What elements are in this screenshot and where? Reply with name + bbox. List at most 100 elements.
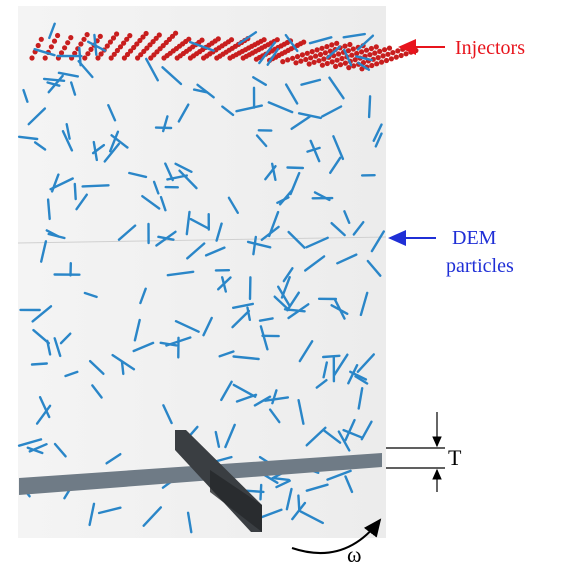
injector-sphere [327,48,333,54]
dem-particle [246,306,252,321]
dem-particle [280,276,291,299]
dem-particle [46,81,61,87]
dem-particle [263,396,290,402]
dem-particle [330,221,346,237]
dem-particle [189,217,209,230]
dem-particle [343,210,351,225]
dem-particle [322,354,341,359]
dem-particle [289,171,301,196]
injector-sphere [104,43,110,49]
dem-particle [360,420,373,441]
dem-particle [111,353,136,371]
dem-particle [366,259,382,277]
injector-sphere [85,51,91,57]
dem-particle [27,107,47,126]
dem-particle [258,317,274,322]
injector-sphere [285,57,291,63]
dem-particle [290,115,311,131]
dem-particle [344,418,356,442]
dem-particle [268,408,281,424]
injector-sphere [308,55,314,61]
injector-sphere [51,38,58,44]
injector-sphere [141,48,147,55]
thickness-dimension [386,412,445,492]
injector-sphere [337,62,344,68]
injector-sphere [156,32,162,38]
dem-particle [88,502,96,527]
dem-particle [88,359,105,375]
dem-particle [328,76,345,100]
dem-particle [255,134,268,148]
injector-sphere [199,37,205,43]
injector-sphere [319,45,325,51]
dem-particle [285,487,293,511]
injector-sphere [395,48,401,54]
injector-sphere [138,52,144,58]
injector-sphere [390,50,396,56]
dem-particle [300,78,322,86]
dem-particle [59,332,72,345]
injector-sphere [324,60,330,67]
dem-particle [133,318,141,342]
dem-particle [266,48,280,66]
dem-particle [120,360,125,376]
dem-particle [326,45,341,59]
dem-particle [48,22,56,40]
dem-particle [75,193,89,211]
injector-sphere [137,37,143,44]
injector-sphere [398,52,404,59]
dem-particle [284,83,299,105]
dem-particle [164,162,174,182]
dem-particle [275,479,291,489]
injector-sphere [48,44,55,50]
injector-sphere [55,32,61,39]
injector-sphere [382,47,388,53]
dem-particle [30,362,48,366]
dem-label-line1: DEM [452,227,497,249]
injector-sphere [321,56,327,62]
injector-sphere [313,53,319,59]
dem-particle [215,222,223,242]
injector-sphere [150,39,156,45]
injector-sphere [413,47,419,54]
dem-particle [232,355,260,361]
injector-sphere [368,45,374,52]
dem-particle [357,387,364,410]
injector-sphere [128,48,134,54]
injector-sphere [62,45,68,51]
injector-sphere [359,49,365,55]
dem-particle [142,506,163,527]
dem-particle [53,442,67,458]
injector-sphere [38,36,44,42]
dem-particle [65,122,71,140]
injector-sphere [349,52,355,58]
dem-particle [283,308,306,313]
injector-sphere [97,33,103,40]
dem-particle [161,66,183,86]
dem-label-line2: particles [446,255,514,277]
injector-sphere [339,55,345,62]
dem-particle [304,255,326,272]
injector-sphere [173,30,179,36]
dem-particle [117,224,137,241]
dem-particle [299,510,324,525]
injector-sphere [95,55,101,61]
dem-particle [33,141,47,151]
dem-particle [107,103,117,122]
injector-sphere [334,57,340,63]
dem-particle [218,350,235,358]
dem-particle [263,473,279,484]
injector-sphere [393,54,399,60]
injector-sphere [350,46,356,52]
dem-particle [343,48,353,67]
dem-particle [356,34,375,51]
injector-sphere [98,51,104,57]
injector-sphere [346,65,352,71]
injector-sphere [186,36,192,42]
injector-sphere [147,42,153,48]
dem-particle [162,404,173,425]
injector-sphere [88,46,94,53]
injector-sphere [360,60,367,66]
injector-sphere [311,59,317,65]
dem-particle [159,341,178,347]
